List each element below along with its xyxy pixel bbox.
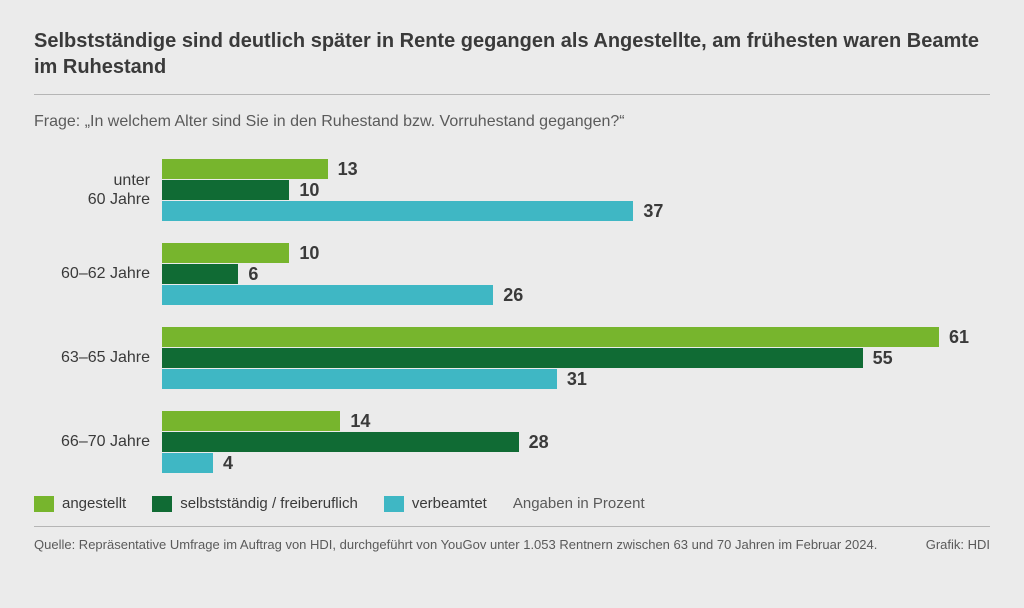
survey-question: Frage: „In welchem Alter sind Sie in den… <box>34 113 990 131</box>
legend-item-selbststaendig: selbstständig / freiberuflich <box>152 495 358 512</box>
legend-note: Angaben in Prozent <box>513 495 645 512</box>
legend-item-angestellt: angestellt <box>34 495 126 512</box>
bar-angestellt <box>162 243 289 263</box>
chart-legend: angestellt selbstständig / freiberuflich v… <box>34 495 990 512</box>
group-label: 63–65 Jahre <box>34 348 162 367</box>
chart-footer: Quelle: Repräsentative Umfrage im Auftra… <box>34 537 990 552</box>
bar-selbststaendig <box>162 432 519 452</box>
chart-group: 60–62 Jahre 10 6 26 <box>34 243 990 305</box>
chart-group: unter60 Jahre 13 10 37 <box>34 159 990 221</box>
legend-swatch <box>384 496 404 512</box>
bar-value: 28 <box>529 432 549 453</box>
group-bars: 13 10 37 <box>162 159 990 221</box>
legend-label: angestellt <box>62 495 126 512</box>
group-bars: 61 55 31 <box>162 327 990 389</box>
bar-value: 61 <box>949 327 969 348</box>
bar-value: 26 <box>503 285 523 306</box>
bar-verbeamtet <box>162 201 633 221</box>
bar-row: 55 <box>162 348 990 368</box>
divider-bottom <box>34 526 990 527</box>
legend-label: selbstständig / freiberuflich <box>180 495 358 512</box>
divider-top <box>34 94 990 95</box>
bar-row: 10 <box>162 243 990 263</box>
bar-angestellt <box>162 411 340 431</box>
legend-item-verbeamtet: verbeamtet <box>384 495 487 512</box>
bar-value: 37 <box>643 201 663 222</box>
bar-value: 55 <box>873 348 893 369</box>
bar-angestellt <box>162 159 328 179</box>
bar-selbststaendig <box>162 348 863 368</box>
group-label: 60–62 Jahre <box>34 264 162 283</box>
bar-row: 4 <box>162 453 990 473</box>
bar-row: 37 <box>162 201 990 221</box>
bar-value: 10 <box>299 180 319 201</box>
bar-value: 14 <box>350 411 370 432</box>
group-label: unter60 Jahre <box>34 171 162 209</box>
bar-row: 26 <box>162 285 990 305</box>
legend-swatch <box>152 496 172 512</box>
bar-value: 13 <box>338 159 358 180</box>
group-bars: 10 6 26 <box>162 243 990 305</box>
bar-row: 28 <box>162 432 990 452</box>
bar-angestellt <box>162 327 939 347</box>
legend-label: verbeamtet <box>412 495 487 512</box>
chart-group: 63–65 Jahre 61 55 31 <box>34 327 990 389</box>
bar-row: 14 <box>162 411 990 431</box>
bar-verbeamtet <box>162 285 493 305</box>
bar-value: 4 <box>223 453 233 474</box>
bar-selbststaendig <box>162 180 289 200</box>
chart-title: Selbstständige sind deutlich später in R… <box>34 28 990 80</box>
retirement-age-chart: unter60 Jahre 13 10 37 60–62 Jahre 10 6 26 63–65… <box>34 159 990 473</box>
bar-verbeamtet <box>162 369 557 389</box>
bar-row: 10 <box>162 180 990 200</box>
credit-text: Grafik: HDI <box>926 537 990 552</box>
source-text: Quelle: Repräsentative Umfrage im Auftra… <box>34 537 877 552</box>
bar-value: 31 <box>567 369 587 390</box>
bar-row: 6 <box>162 264 990 284</box>
bar-value: 6 <box>248 264 258 285</box>
bar-row: 61 <box>162 327 990 347</box>
chart-group: 66–70 Jahre 14 28 4 <box>34 411 990 473</box>
group-label: 66–70 Jahre <box>34 432 162 451</box>
bar-selbststaendig <box>162 264 238 284</box>
bar-row: 13 <box>162 159 990 179</box>
group-bars: 14 28 4 <box>162 411 990 473</box>
bar-value: 10 <box>299 243 319 264</box>
legend-swatch <box>34 496 54 512</box>
bar-row: 31 <box>162 369 990 389</box>
bar-verbeamtet <box>162 453 213 473</box>
